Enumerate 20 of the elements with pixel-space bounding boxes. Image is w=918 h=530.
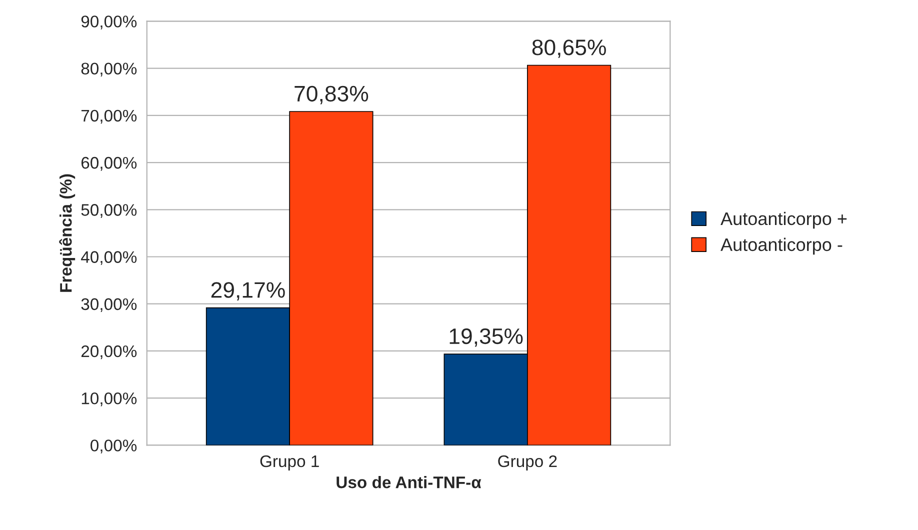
x-axis-title: Uso de Anti-TNF-α xyxy=(336,476,482,488)
y-tick-label: 20,00% xyxy=(81,345,137,360)
y-tick-label: 30,00% xyxy=(81,298,137,312)
y-tick-label: 10,00% xyxy=(82,392,137,406)
data-label: 19,35% xyxy=(450,328,523,347)
x-tick-label: Grupo 2 xyxy=(498,455,557,470)
legend-label: Autoanticorpo - xyxy=(720,238,842,255)
y-tick-label: 40,00% xyxy=(81,251,137,265)
y-tick-label: 70,00% xyxy=(81,110,137,124)
y-tick-label: 80,00% xyxy=(81,62,137,76)
data-label: 29,17% xyxy=(211,282,285,300)
y-tick-label: 90,00% xyxy=(81,16,137,30)
y-tick-label: 60,00% xyxy=(81,156,137,171)
x-tick-label: Grupo 1 xyxy=(260,455,319,470)
y-tick-label: 50,00% xyxy=(81,204,137,218)
legend-label: Autoanticorpo + xyxy=(720,212,847,229)
data-label: 70,83% xyxy=(294,86,368,104)
data-label: 80,65% xyxy=(532,40,606,58)
y-tick-label: 0,00% xyxy=(90,440,137,454)
y-axis-title: Freqüência (%) xyxy=(59,174,76,292)
